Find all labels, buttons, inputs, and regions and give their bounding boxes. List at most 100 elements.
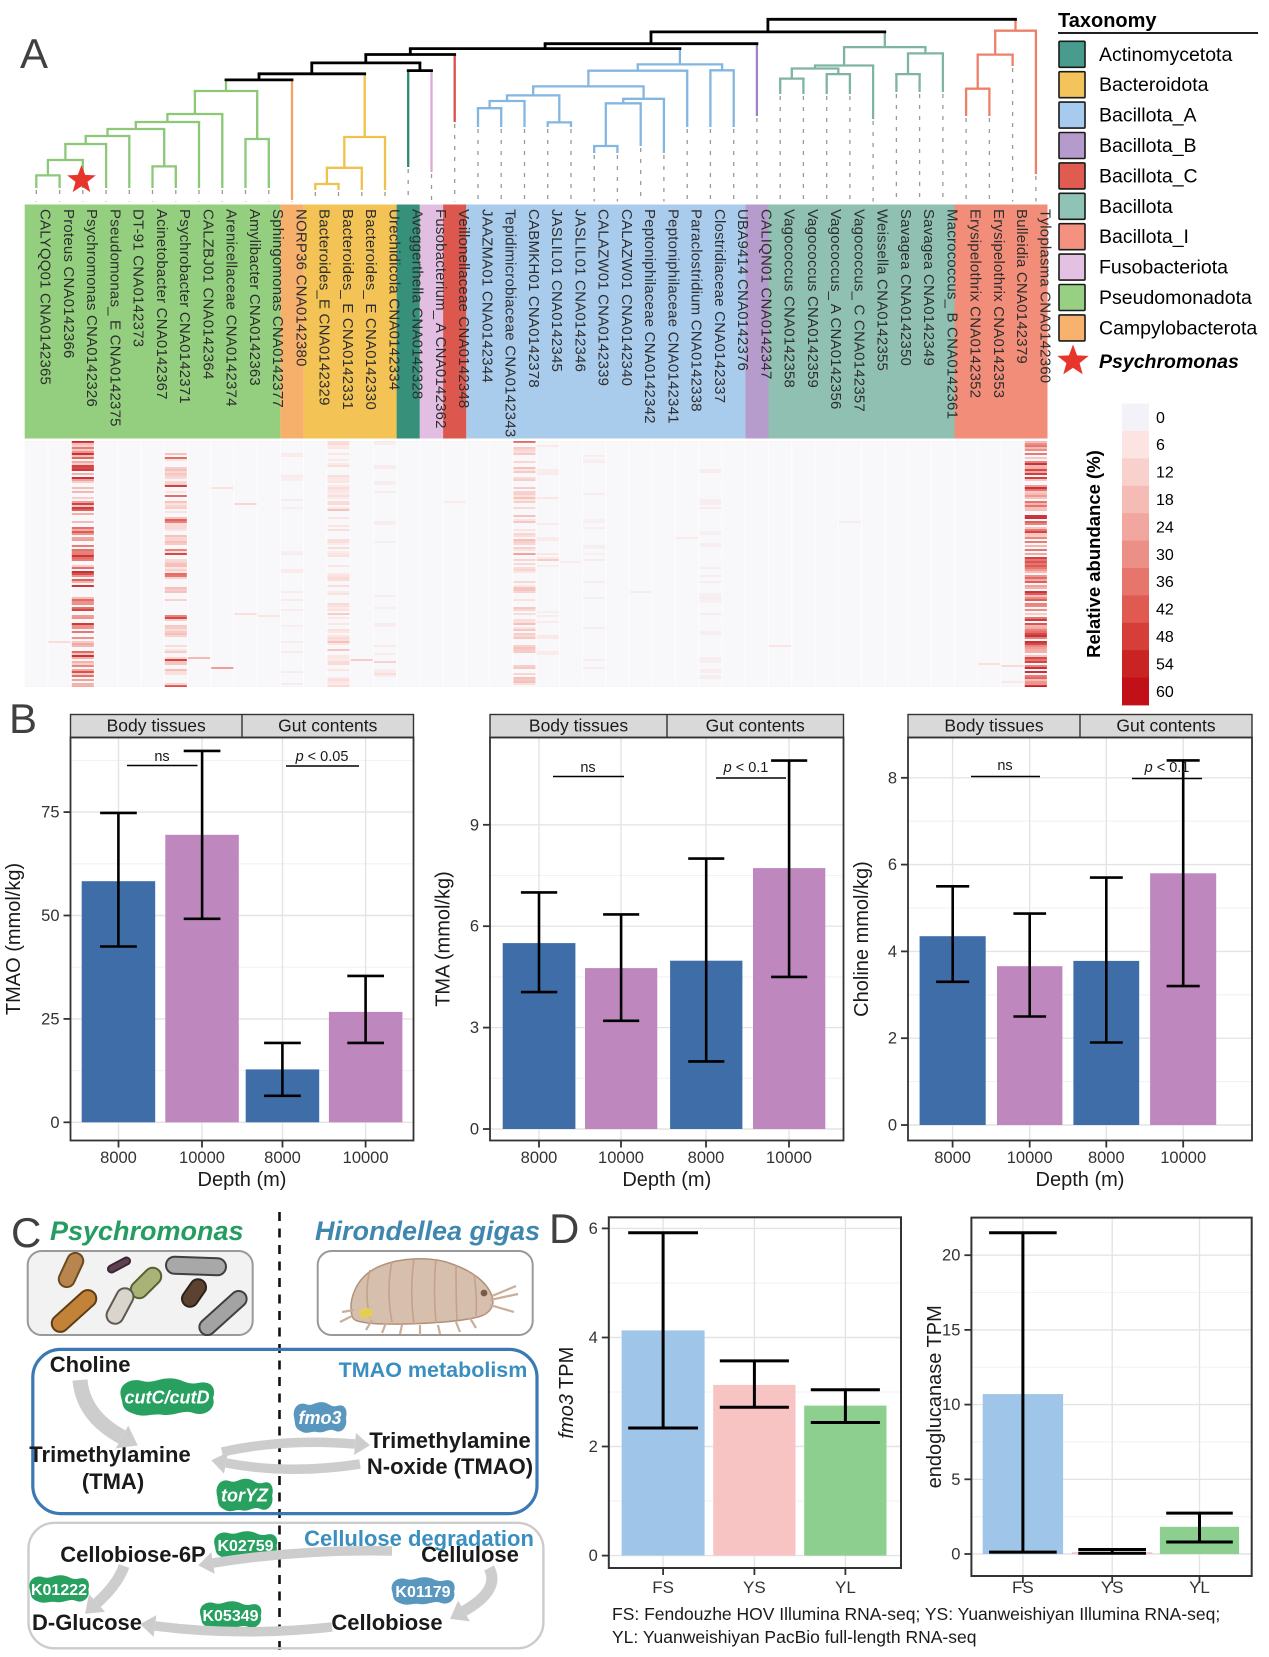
svg-text:YL: YL [1189,1578,1210,1597]
svg-text:Bacteroides_ E CNA0142331: Bacteroides_ E CNA0142331 [339,209,356,410]
svg-text:Depth (m): Depth (m) [198,1169,287,1191]
svg-text:A: A [20,30,48,77]
svg-text:Choline: Choline [50,1352,131,1377]
svg-text:4: 4 [888,943,897,961]
svg-text:Urechidicola CNA0142334: Urechidicola CNA0142334 [385,209,402,390]
svg-text:B: B [9,695,37,742]
svg-text:Arenicellaceae CNA0142374: Arenicellaceae CNA0142374 [223,209,240,407]
svg-text:TMAO metabolism: TMAO metabolism [339,1358,528,1382]
svg-text:Paraclostridium CNA0142338: Paraclostridium CNA0142338 [688,209,705,412]
svg-text:Trimethylamine: Trimethylamine [29,1442,190,1467]
svg-text:CALAZW01 CNA0142339: CALAZW01 CNA0142339 [595,209,612,386]
svg-text:ns: ns [580,760,595,776]
svg-text:YS: YS [743,1578,766,1597]
svg-text:Bacillota_B: Bacillota_B [1099,135,1197,157]
svg-text:8000: 8000 [521,1149,558,1167]
svg-text:Hirondellea gigas: Hirondellea gigas [315,1216,540,1246]
svg-text:Erysipelothrix CNA0142353: Erysipelothrix CNA0142353 [990,209,1007,398]
svg-text:Weissella CNA0142355: Weissella CNA0142355 [874,209,891,371]
svg-text:p < 0.05: p < 0.05 [295,749,349,765]
svg-text:Peptoniphilaceae CNA0142341: Peptoniphilaceae CNA0142341 [664,209,681,424]
svg-text:Psychromonas CNA0142326: Psychromonas CNA0142326 [83,209,100,407]
svg-text:10000: 10000 [1160,1149,1206,1167]
svg-text:Amylibacter CNA0142363: Amylibacter CNA0142363 [246,209,263,386]
svg-text:YL: Yuanweishiyan PacBio full-: YL: Yuanweishiyan PacBio full-length RNA… [612,1627,976,1647]
svg-text:JAAZMA01 CNA0142344: JAAZMA01 CNA0142344 [478,209,495,383]
svg-text:K01222: K01222 [31,1582,87,1599]
svg-text:5: 5 [951,1471,960,1489]
svg-text:Relative abundance (%): Relative abundance (%) [1083,450,1104,658]
svg-text:endoglucanase TPM: endoglucanase TPM [924,1305,946,1488]
svg-text:Sphingomonas CNA0142377: Sphingomonas CNA0142377 [269,209,286,408]
svg-text:Depth (m): Depth (m) [1036,1169,1125,1191]
svg-text:0: 0 [470,1121,479,1139]
svg-text:36: 36 [1156,574,1174,591]
svg-text:Depth (m): Depth (m) [622,1169,711,1191]
svg-text:Body tissues: Body tissues [944,716,1043,736]
svg-text:CABMKH01 CNA0142378: CABMKH01 CNA0142378 [525,209,542,388]
svg-text:Acinetobacter CNA0142367: Acinetobacter CNA0142367 [153,209,170,400]
svg-text:C: C [11,1209,41,1256]
svg-text:60: 60 [1156,684,1174,701]
svg-text:fmo3: fmo3 [298,1408,341,1428]
svg-text:Bacteroides_E CNA0142329: Bacteroides_E CNA0142329 [316,209,333,406]
svg-text:Body tissues: Body tissues [107,716,206,736]
svg-text:Pseudomonadota: Pseudomonadota [1099,287,1252,309]
svg-text:0: 0 [589,1547,598,1565]
svg-text:0: 0 [1156,410,1165,427]
svg-text:6: 6 [589,1220,598,1238]
svg-text:K02759: K02759 [217,1538,273,1555]
svg-text:30: 30 [1156,547,1174,564]
svg-text:10000: 10000 [1007,1149,1053,1167]
svg-text:FS: FS [652,1578,674,1597]
svg-text:10000: 10000 [598,1149,644,1167]
svg-text:UBA9414 CNA0142376: UBA9414 CNA0142376 [734,209,751,371]
svg-text:YL: YL [835,1578,856,1597]
svg-text:YS: YS [1101,1578,1124,1597]
svg-text:p < 0.1: p < 0.1 [1144,760,1190,776]
svg-text:CALAZW01 CNA0142340: CALAZW01 CNA0142340 [618,209,635,386]
svg-text:Choline mmol/kg): Choline mmol/kg) [851,861,873,1017]
svg-text:Taxonomy: Taxonomy [1058,10,1157,32]
svg-text:10000: 10000 [766,1149,812,1167]
svg-text:Vagococcus CNA0142359: Vagococcus CNA0142359 [804,209,821,388]
svg-text:Peptoniphilaceae CNA0142342: Peptoniphilaceae CNA0142342 [641,209,658,424]
svg-text:Bacillota_C: Bacillota_C [1099,165,1198,187]
svg-text:6: 6 [1156,437,1165,454]
svg-text:Bacteroidota: Bacteroidota [1099,74,1209,96]
svg-text:Bacteroides_ E CNA0142330: Bacteroides_ E CNA0142330 [362,209,379,410]
svg-text:FS: Fendouzhe HOV Illumina RNA: FS: Fendouzhe HOV Illumina RNA-seq; YS: … [612,1604,1220,1624]
svg-text:8000: 8000 [100,1149,137,1167]
svg-text:24: 24 [1156,519,1174,536]
svg-text:12: 12 [1156,465,1174,482]
svg-text:Cellobiose: Cellobiose [331,1610,442,1635]
svg-text:Campylobacterota: Campylobacterota [1099,317,1257,339]
svg-text:3: 3 [470,1019,479,1037]
svg-text:fmo3 TPM: fmo3 TPM [556,1347,578,1439]
svg-text:Veillonellaceae CNA0142348: Veillonellaceae CNA0142348 [455,209,472,409]
svg-text:N-oxide (TMAO): N-oxide (TMAO) [367,1454,533,1479]
svg-text:Gut contents: Gut contents [706,716,805,736]
svg-text:Gut contents: Gut contents [1116,716,1215,736]
svg-text:Gut contents: Gut contents [278,716,377,736]
svg-text:9: 9 [470,816,479,834]
svg-text:(TMA): (TMA) [82,1469,144,1494]
svg-text:Tyloplasma CNA0142360: Tyloplasma CNA0142360 [1036,209,1053,383]
svg-text:Erysipelothrix CNA0142352: Erysipelothrix CNA0142352 [967,209,984,398]
svg-text:NORP36 CNA0142380: NORP36 CNA0142380 [292,209,309,367]
svg-text:54: 54 [1156,656,1174,673]
svg-text:8: 8 [888,769,897,787]
svg-text:p < 0.1: p < 0.1 [723,760,769,776]
svg-text:Vagococcus_ A CNA0142356: Vagococcus_ A CNA0142356 [827,209,844,410]
svg-text:Actinomycetota: Actinomycetota [1099,44,1232,66]
svg-text:Clostridiaceae CNA0142337: Clostridiaceae CNA0142337 [711,209,728,403]
svg-text:cutC/cutD: cutC/cutD [125,1388,210,1408]
svg-text:JASLIL01 CNA0142345: JASLIL01 CNA0142345 [548,209,565,372]
svg-text:Vagococcus CNA0142358: Vagococcus CNA0142358 [781,209,798,388]
svg-text:8000: 8000 [688,1149,725,1167]
svg-text:Proteus CNA0142366: Proteus CNA0142366 [60,209,77,359]
svg-text:K05349: K05349 [202,1608,258,1625]
svg-text:2: 2 [589,1438,598,1456]
svg-text:15: 15 [942,1321,960,1339]
svg-text:torYZ: torYZ [221,1486,269,1506]
